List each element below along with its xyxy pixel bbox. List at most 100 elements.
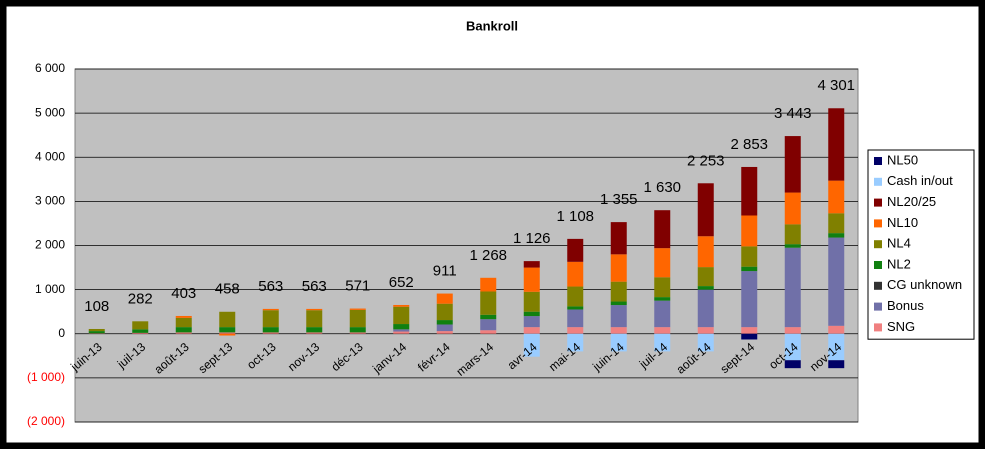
- bar-segment: [784, 333, 801, 361]
- bar-segment: [523, 261, 540, 268]
- bar-segment: [523, 333, 540, 357]
- bar-segment: [306, 327, 323, 333]
- bar-segment: [262, 310, 279, 328]
- bar-segment: [88, 331, 105, 334]
- legend-label: NL4: [887, 236, 911, 251]
- bar-segment: [262, 327, 279, 333]
- bar-segment: [88, 328, 105, 332]
- bar-segment: [610, 281, 627, 302]
- bar-segment: [306, 308, 323, 311]
- bar-segment: [567, 309, 584, 328]
- total-label: 108: [84, 298, 109, 315]
- bar-segment: [523, 311, 540, 317]
- bar-segment: [697, 327, 714, 334]
- bar-segment: [219, 333, 236, 336]
- bar-segment: [784, 360, 801, 369]
- bar-segment: [349, 308, 366, 310]
- legend-swatch: [874, 261, 882, 269]
- bar-segment: [132, 321, 149, 330]
- legend-label: NL50: [887, 152, 918, 167]
- bar-segment: [697, 183, 714, 237]
- legend-swatch: [874, 281, 882, 290]
- bar-segment: [523, 327, 540, 334]
- legend-label: CG unknown: [887, 277, 962, 292]
- bar-segment: [741, 271, 758, 328]
- bar-segment: [828, 180, 845, 214]
- bar-segment: [784, 224, 801, 245]
- bar-segment: [654, 210, 671, 249]
- y-tick-label: 0: [58, 326, 65, 340]
- legend-label: Bonus: [887, 298, 924, 313]
- total-label: 2 853: [730, 136, 768, 153]
- total-label: 4 301: [817, 77, 855, 94]
- total-label: 911: [433, 263, 457, 280]
- y-tick-label: 2 000: [35, 238, 65, 252]
- bar-segment: [741, 166, 758, 216]
- bar-segment: [697, 267, 714, 287]
- bar-segment: [610, 254, 627, 282]
- legend-label: NL2: [887, 256, 911, 271]
- bar-segment: [132, 332, 149, 334]
- total-label: 652: [389, 274, 414, 291]
- bar-segment: [610, 301, 627, 306]
- bar-segment: [523, 291, 540, 312]
- total-label: 1 355: [600, 191, 638, 208]
- bar-segment: [175, 332, 192, 334]
- y-tick-label: 1 000: [35, 282, 65, 296]
- bar-segment: [219, 332, 236, 334]
- bar-segment: [567, 327, 584, 334]
- bar-segment: [349, 332, 366, 334]
- bar-segment: [610, 305, 627, 328]
- bar-segment: [480, 291, 497, 315]
- legend-swatch: [874, 323, 882, 332]
- bar-segment: [654, 277, 671, 298]
- total-label: 3 443: [774, 105, 812, 122]
- bar-segment: [393, 324, 410, 330]
- bar-segment: [784, 244, 801, 248]
- y-tick-label: (2 000): [27, 414, 65, 428]
- legend-swatch: [874, 177, 882, 186]
- legend-label: NL20/25: [887, 194, 936, 209]
- bar-segment: [480, 277, 497, 292]
- bar-segment: [436, 331, 453, 334]
- legend-box: [867, 149, 975, 340]
- total-label: 1 108: [556, 208, 594, 225]
- y-tick-label: (1 000): [27, 370, 65, 384]
- bar-segment: [132, 329, 149, 333]
- bar-segment: [784, 136, 801, 193]
- bar-segment: [175, 315, 192, 318]
- bar-segment: [697, 286, 714, 290]
- legend-label: Cash in/out: [887, 173, 953, 188]
- bar-segment: [741, 333, 758, 340]
- total-label: 1 126: [513, 230, 551, 247]
- bar-segment: [567, 333, 584, 352]
- bar-segment: [436, 293, 453, 304]
- bar-segment: [567, 238, 584, 262]
- bar-segment: [828, 237, 845, 326]
- bar-segment: [654, 300, 671, 328]
- chart-title: Bankroll: [466, 18, 518, 33]
- legend-swatch: [874, 198, 882, 207]
- bar-segment: [393, 331, 410, 334]
- y-tick-label: 3 000: [35, 194, 65, 208]
- bar-segment: [741, 266, 758, 272]
- bar-segment: [610, 222, 627, 255]
- bar-segment: [784, 192, 801, 225]
- bar-segment: [219, 311, 236, 328]
- bar-segment: [393, 329, 410, 332]
- bar-segment: [741, 327, 758, 334]
- bar-segment: [654, 327, 671, 334]
- bar-segment: [480, 319, 497, 331]
- y-tick-label: 6 000: [35, 61, 65, 75]
- bar-segment: [436, 324, 453, 332]
- bar-segment: [175, 317, 192, 328]
- bar-segment: [697, 289, 714, 328]
- y-tick-label: 5 000: [35, 105, 65, 119]
- bar-segment: [436, 320, 453, 325]
- legend-label: SNG: [887, 319, 915, 334]
- total-label: 458: [215, 281, 240, 298]
- bar-segment: [175, 327, 192, 333]
- total-label: 1 268: [469, 247, 507, 264]
- bar-segment: [610, 327, 627, 334]
- bar-segment: [567, 306, 584, 310]
